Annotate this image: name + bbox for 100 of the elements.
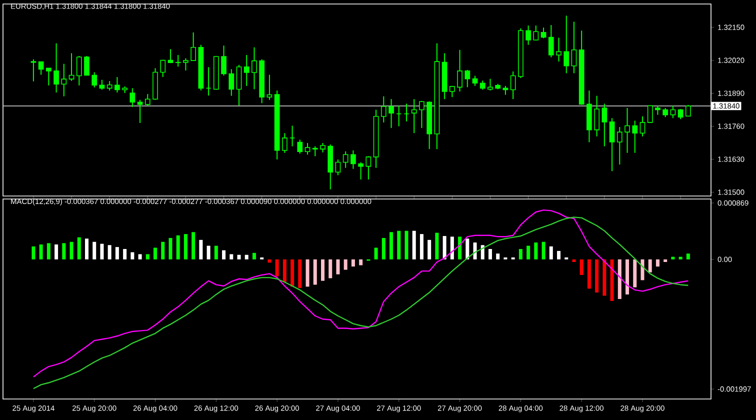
bar: [77, 237, 81, 260]
bar: [146, 254, 150, 260]
bar: [458, 236, 462, 260]
bar: [428, 240, 432, 260]
bar: [320, 259, 324, 281]
bar: [54, 244, 58, 260]
bar: [108, 245, 112, 260]
candlestick: [183, 58, 188, 71]
candlestick: [472, 75, 478, 86]
bar: [488, 249, 492, 260]
bar: [648, 259, 652, 272]
bar: [192, 232, 196, 260]
candlestick: [609, 118, 615, 172]
bar: [237, 254, 241, 260]
bar: [344, 259, 348, 270]
candlestick: [335, 158, 341, 176]
bar: [359, 259, 363, 266]
candlestick: [290, 125, 295, 147]
candlestick: [30, 58, 36, 82]
bar: [100, 244, 104, 260]
candlestick: [342, 150, 348, 168]
bar: [374, 248, 378, 260]
candlestick: [68, 52, 74, 82]
bar: [542, 242, 546, 260]
candlestick: [350, 150, 356, 170]
candlestick: [556, 37, 562, 62]
bar: [382, 238, 386, 260]
bar: [671, 256, 675, 260]
candlestick: [84, 55, 90, 76]
bar: [328, 259, 332, 278]
bar: [640, 259, 644, 280]
bar: [557, 250, 560, 260]
candlestick: [236, 64, 242, 106]
bar: [466, 238, 470, 260]
candlestick: [404, 103, 410, 122]
bar: [572, 259, 576, 262]
candlestick: [616, 126, 622, 166]
candlestick: [160, 59, 166, 78]
candlestick: [624, 107, 630, 154]
bar: [123, 249, 127, 260]
bar: [184, 234, 188, 260]
candlestick: [396, 105, 402, 127]
candlestick: [662, 107, 668, 118]
candlestick: [526, 25, 531, 46]
bar: [610, 259, 614, 301]
candlestick: [244, 54, 250, 86]
candlestick: [510, 70, 516, 100]
candlestick: [380, 96, 386, 123]
bar: [618, 259, 622, 299]
candlestick: [533, 25, 539, 42]
bar: [313, 259, 317, 285]
bar: [587, 259, 591, 289]
bar: [62, 243, 66, 260]
bar: [39, 244, 43, 260]
candlestick: [678, 108, 684, 120]
candlestick: [571, 21, 577, 74]
bar: [397, 230, 401, 260]
bar: [678, 256, 682, 260]
bar: [230, 254, 234, 260]
candlestick: [61, 63, 67, 97]
bar: [70, 242, 74, 260]
candlestick: [144, 94, 150, 107]
candlestick: [594, 95, 600, 137]
bar: [206, 246, 210, 260]
bar: [161, 242, 165, 260]
candlestick: [488, 78, 493, 91]
candlestick: [266, 74, 272, 100]
bar: [602, 259, 606, 296]
candlestick: [358, 162, 364, 180]
candlestick: [46, 68, 52, 86]
candlestick: [411, 98, 417, 134]
candlestick: [228, 68, 234, 96]
candlestick: [464, 69, 470, 88]
candlestick: [76, 55, 82, 86]
candlestick: [252, 46, 257, 90]
bar: [526, 246, 530, 260]
bar: [244, 254, 248, 260]
candlestick: [137, 99, 143, 124]
candlestick: [419, 100, 424, 129]
candlestick: [548, 24, 554, 58]
bar: [199, 240, 203, 260]
bar: [32, 246, 36, 260]
candlestick: [457, 49, 462, 92]
candlestick: [190, 32, 196, 62]
bar: [626, 259, 630, 294]
bar: [336, 259, 340, 274]
bar: [154, 248, 158, 260]
candlestick: [564, 15, 570, 74]
candlestick: [130, 88, 136, 108]
bar: [268, 259, 272, 263]
candlestick: [168, 48, 174, 64]
bar: [404, 230, 408, 260]
bar: [390, 232, 394, 260]
bar: [130, 252, 134, 260]
bar: [351, 259, 355, 267]
bar: [549, 246, 553, 260]
bar: [450, 236, 454, 260]
candlestick: [304, 142, 310, 156]
bar: [168, 238, 172, 260]
bar: [496, 254, 500, 260]
